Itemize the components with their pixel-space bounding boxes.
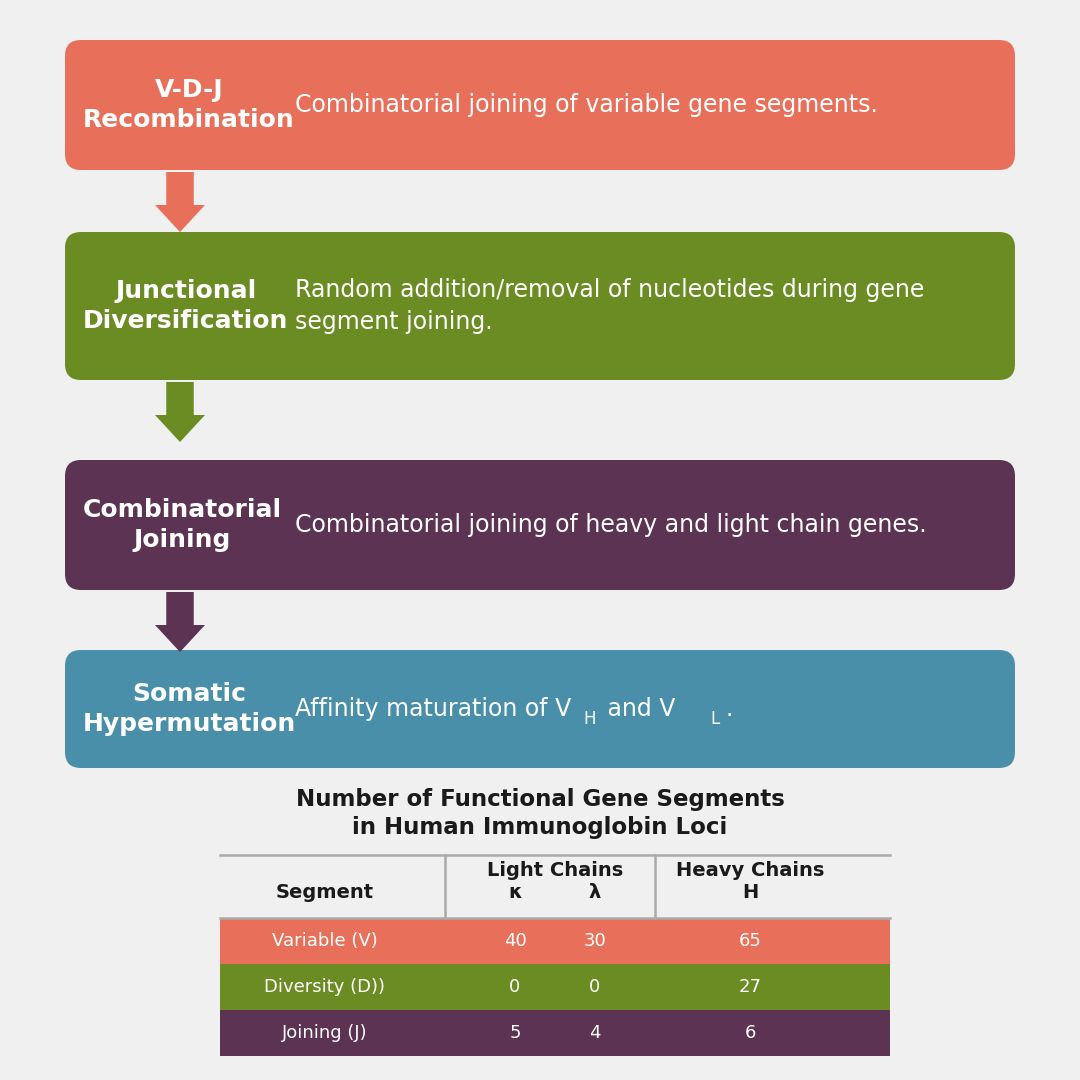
Polygon shape (156, 172, 205, 232)
Text: 40: 40 (503, 932, 526, 950)
Text: 27: 27 (739, 978, 761, 996)
Text: 0: 0 (510, 978, 521, 996)
Text: Affinity maturation of V: Affinity maturation of V (295, 697, 571, 721)
Text: Light Chains: Light Chains (487, 861, 623, 879)
Polygon shape (156, 592, 205, 652)
Text: λ: λ (589, 882, 602, 902)
Text: 5: 5 (510, 1024, 521, 1042)
Text: Joining (J): Joining (J) (282, 1024, 368, 1042)
Text: 0: 0 (590, 978, 600, 996)
Text: Variable (V): Variable (V) (272, 932, 378, 950)
Text: Diversity (D)): Diversity (D)) (265, 978, 386, 996)
Polygon shape (156, 382, 205, 442)
Text: Segment: Segment (275, 882, 374, 902)
Text: Random addition/removal of nucleotides during gene
segment joining.: Random addition/removal of nucleotides d… (295, 279, 924, 334)
Text: L: L (710, 710, 719, 728)
Text: 30: 30 (583, 932, 606, 950)
Text: Combinatorial
Joining: Combinatorial Joining (83, 498, 282, 552)
FancyBboxPatch shape (65, 460, 1015, 590)
Text: 4: 4 (590, 1024, 600, 1042)
Text: V-D-J
Recombination: V-D-J Recombination (83, 78, 295, 132)
Text: H: H (742, 882, 758, 902)
Text: .: . (725, 697, 732, 721)
Text: 6: 6 (744, 1024, 756, 1042)
FancyBboxPatch shape (220, 918, 890, 964)
Text: Combinatorial joining of heavy and light chain genes.: Combinatorial joining of heavy and light… (295, 513, 927, 537)
Text: Number of Functional Gene Segments
in Human Immunoglobin Loci: Number of Functional Gene Segments in Hu… (296, 788, 784, 839)
Text: Heavy Chains: Heavy Chains (676, 861, 824, 879)
Text: Junctional
Diversification: Junctional Diversification (83, 279, 288, 333)
Text: H: H (583, 710, 595, 728)
Text: κ: κ (508, 882, 522, 902)
FancyBboxPatch shape (220, 1010, 890, 1056)
FancyBboxPatch shape (65, 650, 1015, 768)
Text: Combinatorial joining of variable gene segments.: Combinatorial joining of variable gene s… (295, 93, 878, 117)
Text: Somatic
Hypermutation: Somatic Hypermutation (83, 683, 296, 735)
Text: 65: 65 (739, 932, 761, 950)
FancyBboxPatch shape (220, 964, 890, 1010)
Text: and V: and V (600, 697, 675, 721)
FancyBboxPatch shape (65, 232, 1015, 380)
FancyBboxPatch shape (65, 40, 1015, 170)
